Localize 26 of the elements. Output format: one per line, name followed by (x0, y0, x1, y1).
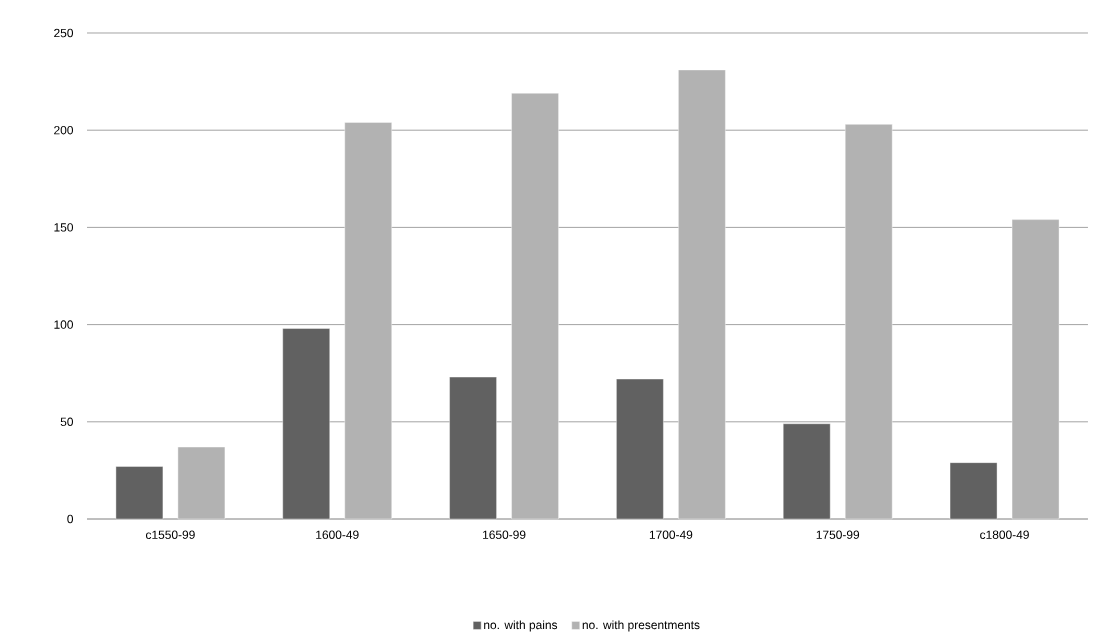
y-tick-label: 100 (54, 320, 74, 329)
bar (449, 376, 497, 520)
y-tick-label: 200 (54, 125, 74, 135)
y-tick-label: 50 (60, 417, 74, 427)
x-tick-label: c1800-49 (980, 530, 1029, 539)
y-tick-label: 150 (54, 223, 74, 232)
bar (783, 423, 831, 520)
legend-label: no. with pains (484, 620, 558, 632)
x-tick-label: 1650-99 (483, 530, 526, 539)
bar (845, 124, 893, 520)
bar (344, 122, 392, 520)
y-tick-label: 250 (54, 28, 74, 38)
x-tick-label: c1550-99 (145, 530, 195, 539)
bar (177, 446, 226, 520)
bar (949, 462, 998, 520)
bar (1011, 219, 1060, 520)
bar (511, 93, 559, 520)
x-tick-label: 1600-49 (316, 530, 359, 539)
bar (115, 466, 164, 520)
bar (616, 378, 664, 520)
legend-label: no. with presentments (582, 620, 700, 632)
bar (678, 69, 726, 520)
y-tick-label: 0 (67, 514, 74, 524)
x-tick-label: 1700-49 (649, 530, 693, 539)
x-tick-label: 1750-99 (816, 530, 860, 539)
bar (282, 328, 330, 520)
